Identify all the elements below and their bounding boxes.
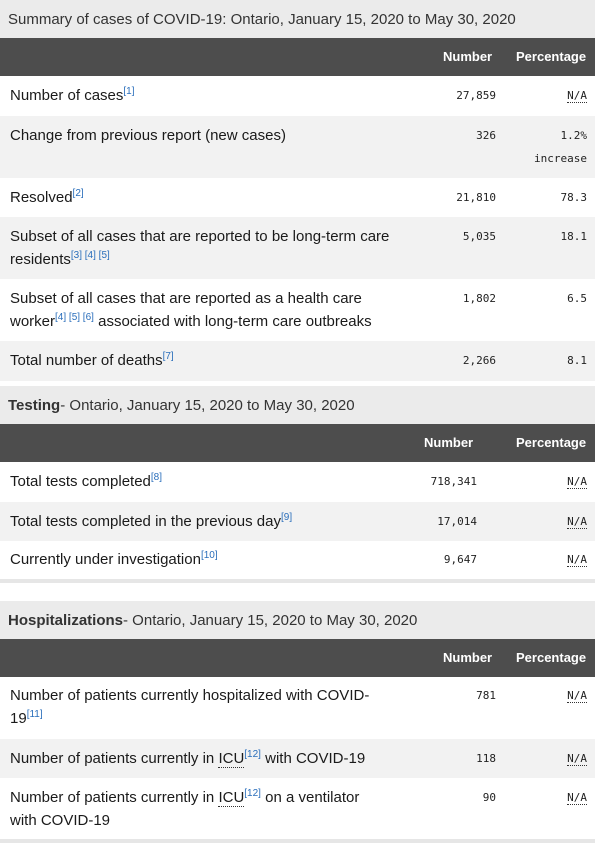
summary-caption: Summary of cases of COVID-19: Ontario, J… — [0, 0, 595, 38]
cell-number: 17,014 — [437, 515, 477, 528]
footnote-link[interactable]: [8] — [150, 472, 163, 483]
footnote-link[interactable]: [3] [4] [5] — [70, 250, 110, 261]
footnote-link[interactable]: [9] — [280, 512, 293, 523]
table-row: Number of cases[1] 27,859 N/A — [0, 76, 595, 116]
cell-percentage: N/A — [567, 553, 587, 567]
header-number: Number — [443, 650, 493, 665]
table-row: Total number of deaths[7] 2,266 8.1 — [0, 341, 595, 381]
row-label: Resolved[2] — [10, 188, 84, 207]
footnote-link[interactable]: [4] [5] [6] — [55, 312, 94, 323]
cell-percentage: 1.2% increase — [534, 129, 587, 165]
cell-percentage: N/A — [567, 791, 587, 805]
cell-number: 9,647 — [443, 553, 477, 566]
footnote-link[interactable]: [10] — [200, 550, 218, 561]
cell-number: 5,035 — [462, 230, 496, 243]
footnote-link[interactable]: [12] — [244, 749, 261, 760]
row-label: Change from previous report (new cases) — [10, 127, 286, 144]
footnote-link[interactable]: [1] — [123, 86, 135, 97]
cell-percentage: 18.1 — [560, 230, 588, 243]
table-row: Subset of all cases that are reported to… — [0, 217, 595, 279]
row-label: Subset of all cases that are reported as… — [10, 290, 372, 330]
table-row: Resolved[2] 21,810 78.3 — [0, 178, 595, 217]
footnote-link[interactable]: [2] — [72, 188, 84, 199]
header-number: Number — [443, 49, 493, 64]
row-label: Number of cases[1] — [10, 86, 135, 105]
hospitalizations-header-row: Number Percentage — [0, 639, 595, 677]
cell-percentage: 8.1 — [567, 354, 587, 367]
row-label: Number of patients currently hospitalize… — [10, 687, 370, 727]
cell-percentage: N/A — [567, 475, 587, 489]
cell-percentage: N/A — [567, 752, 587, 766]
table-row: Subset of all cases that are reported as… — [0, 279, 595, 341]
cell-number: 2,266 — [462, 354, 496, 367]
summary-header-row: Number Percentage — [0, 38, 595, 76]
table-row: Change from previous report (new cases) … — [0, 116, 595, 178]
cell-percentage: 6.5 — [567, 292, 587, 305]
hospitalizations-caption: Hospitalizations - Ontario, January 15, … — [0, 601, 595, 639]
testing-header-row: Number Percentage — [0, 424, 595, 462]
table-row: Number of patients currently in ICU[12] … — [0, 739, 595, 778]
divider — [0, 579, 595, 583]
row-label: Total number of deaths[7] — [10, 351, 174, 370]
cell-percentage: N/A — [567, 515, 587, 529]
testing-caption: Testing - Ontario, January 15, 2020 to M… — [0, 386, 595, 424]
table-row: Number of patients currently hospitalize… — [0, 677, 595, 739]
divider — [0, 839, 595, 843]
table-row: Currently under investigation[10] 9,647 … — [0, 541, 595, 579]
table-row: Total tests completed in the previous da… — [0, 502, 595, 541]
cell-number: 118 — [476, 752, 496, 765]
cell-number: 1,802 — [462, 292, 496, 305]
row-label: Total tests completed in the previous da… — [10, 512, 293, 531]
header-percentage: Percentage — [516, 650, 587, 665]
cell-number: 781 — [476, 689, 496, 702]
cell-number: 27,859 — [456, 89, 496, 102]
icu-abbreviation[interactable]: ICU — [218, 789, 245, 807]
header-number: Number — [424, 435, 474, 450]
footnote-link[interactable]: [12] — [244, 788, 261, 799]
cell-percentage: N/A — [567, 689, 587, 703]
cell-number: 21,810 — [456, 191, 496, 204]
cell-percentage: N/A — [567, 89, 587, 103]
cell-percentage: 78.3 — [560, 191, 588, 204]
row-label: Number of patients currently in ICU[12] … — [10, 749, 366, 768]
row-label: Currently under investigation[10] — [10, 550, 218, 569]
footnote-link[interactable]: [7] — [162, 351, 174, 362]
footnote-link[interactable]: [11] — [26, 709, 43, 720]
icu-abbreviation[interactable]: ICU — [218, 750, 245, 768]
row-label: Subset of all cases that are reported to… — [10, 228, 390, 268]
row-label: Number of patients currently in ICU[12] … — [10, 788, 360, 830]
table-row: Number of patients currently in ICU[12] … — [0, 778, 595, 839]
row-label: Total tests completed[8] — [10, 472, 163, 491]
header-percentage: Percentage — [516, 49, 587, 64]
cell-number: 90 — [482, 791, 496, 804]
cell-number: 326 — [476, 129, 496, 142]
header-percentage: Percentage — [516, 435, 587, 450]
table-row: Total tests completed[8] 718,341 N/A — [0, 462, 595, 502]
cell-number: 718,341 — [430, 475, 477, 488]
